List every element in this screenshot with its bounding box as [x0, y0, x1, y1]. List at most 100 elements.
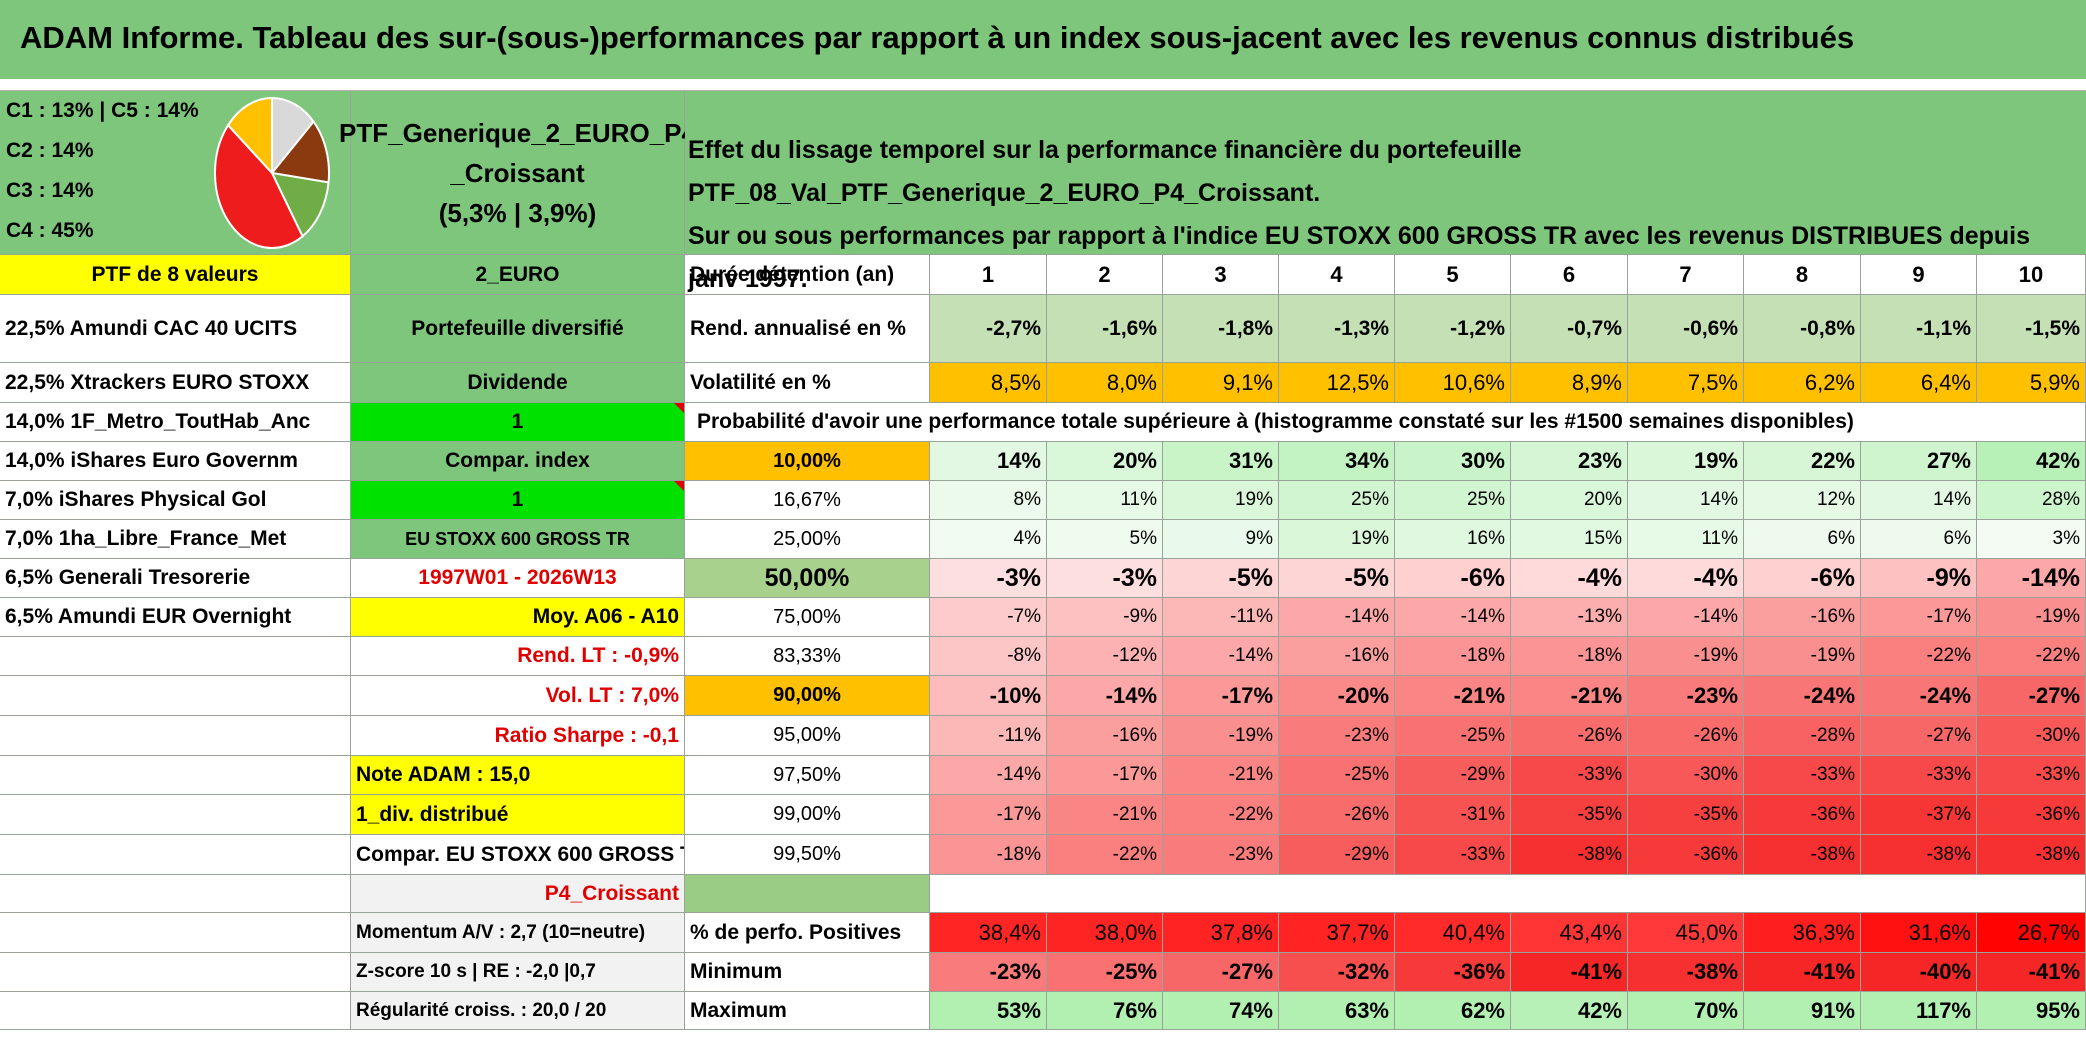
- quantile-value: -30%: [1977, 716, 2086, 756]
- vol-lt-cell: Vol. LT : 7,0%: [351, 676, 685, 716]
- flag-cell-1: 1: [351, 403, 685, 442]
- quantile-value: -13%: [1511, 598, 1628, 637]
- quantile-value: 23%: [1511, 442, 1628, 481]
- vol-value: 5,9%: [1977, 363, 2086, 403]
- holding-4: 14,0% iShares Euro Governm: [0, 442, 351, 481]
- quantile-value: -16%: [1047, 716, 1163, 756]
- quantile-value: -16%: [1744, 598, 1861, 637]
- year-header-8: 8: [1744, 255, 1861, 295]
- quantile-value: 15%: [1511, 520, 1628, 559]
- quantile-value: -21%: [1511, 676, 1628, 716]
- quantile-value: 11%: [1628, 520, 1744, 559]
- quantile-value: -28%: [1744, 716, 1861, 756]
- pie-legend-3: C3 : 14%: [6, 179, 94, 202]
- spacer-row: [0, 79, 2086, 91]
- quantile-value: 5%: [1047, 520, 1163, 559]
- regularite-cell: Régularité croiss. : 20,0 / 20: [351, 992, 685, 1030]
- max-value: 42%: [1511, 992, 1628, 1030]
- quantile-value: -22%: [1861, 637, 1977, 676]
- holding-1: 22,5% Amundi CAC 40 UCITS: [0, 295, 351, 363]
- quantile-value: -5%: [1279, 559, 1395, 598]
- quantile-value: -21%: [1395, 676, 1511, 716]
- quantile-value: 14%: [1861, 481, 1977, 520]
- quantile-value: 11%: [1047, 481, 1163, 520]
- quantile-value: -22%: [1047, 835, 1163, 875]
- quantile-value: -26%: [1279, 795, 1395, 835]
- quantile-value: 34%: [1279, 442, 1395, 481]
- quantile-value: -4%: [1628, 559, 1744, 598]
- empty-cell: [0, 756, 351, 795]
- pos-value: 26,7%: [1977, 913, 2086, 953]
- vol-value: 8,5%: [930, 363, 1047, 403]
- quantile-label: 99,50%: [685, 835, 930, 875]
- max-value: 53%: [930, 992, 1047, 1030]
- rend-value: -1,8%: [1163, 295, 1279, 363]
- quantile-value: -14%: [1163, 637, 1279, 676]
- holding-2: 22,5% Xtrackers EURO STOXX: [0, 363, 351, 403]
- flag-value-2: 1: [511, 488, 524, 511]
- quantile-label: 83,33%: [685, 637, 930, 676]
- quantile-value: -14%: [930, 756, 1047, 795]
- rend-value: -1,6%: [1047, 295, 1163, 363]
- holding-7: 6,5% Generali Tresorerie: [0, 559, 351, 598]
- rend-value: -1,3%: [1279, 295, 1395, 363]
- flag-value-1: 1: [511, 410, 524, 433]
- quantile-value: -12%: [1047, 637, 1163, 676]
- year-header-5: 5: [1395, 255, 1511, 295]
- min-value: -23%: [930, 953, 1047, 992]
- quantile-value: 8%: [930, 481, 1047, 520]
- flag-cell-2: 1: [351, 481, 685, 520]
- empty-cell: [0, 875, 351, 913]
- min-value: -27%: [1163, 953, 1279, 992]
- quantile-value: 14%: [1628, 481, 1744, 520]
- portfolio-name-line3: (5,3% | 3,9%): [438, 197, 597, 228]
- quantile-value: -18%: [1511, 637, 1628, 676]
- quantile-value: -14%: [1047, 676, 1163, 716]
- quantile-value: -21%: [1047, 795, 1163, 835]
- quantile-value: 6%: [1744, 520, 1861, 559]
- quantile-value: 30%: [1395, 442, 1511, 481]
- quantile-value: -33%: [1861, 756, 1977, 795]
- quantile-value: -38%: [1861, 835, 1977, 875]
- quantile-value: -22%: [1163, 795, 1279, 835]
- empty-cell: [0, 835, 351, 875]
- quantile-label: 95,00%: [685, 716, 930, 756]
- quantile-value: 20%: [1511, 481, 1628, 520]
- empty-cell: [0, 716, 351, 756]
- quantile-value: -30%: [1628, 756, 1744, 795]
- pie-slice-c5: [226, 96, 273, 176]
- quantile-label: 16,67%: [685, 481, 930, 520]
- quantile-value: -6%: [1395, 559, 1511, 598]
- rend-label: Rend. annualisé en %: [685, 295, 930, 363]
- empty-band: [930, 875, 2086, 913]
- rend-value: -0,6%: [1628, 295, 1744, 363]
- quantile-label: 10,00%: [685, 442, 930, 481]
- pie-slice-c2: [270, 120, 330, 184]
- quantile-value: -8%: [930, 637, 1047, 676]
- vol-value: 9,1%: [1163, 363, 1279, 403]
- comment-marker-icon: [674, 481, 684, 491]
- quantile-value: -23%: [1279, 716, 1395, 756]
- year-header-9: 9: [1861, 255, 1977, 295]
- quantile-value: -26%: [1511, 716, 1628, 756]
- pos-value: 43,4%: [1511, 913, 1628, 953]
- quantile-value: -19%: [1628, 637, 1744, 676]
- min-label: Minimum: [685, 953, 930, 992]
- min-value: -38%: [1628, 953, 1744, 992]
- pie-legend-2: C2 : 14%: [6, 139, 94, 162]
- rend-value: -1,2%: [1395, 295, 1511, 363]
- quantile-label: 50,00%: [685, 559, 930, 598]
- max-value: 117%: [1861, 992, 1977, 1030]
- description-line1: Effet du lissage temporel sur la perform…: [688, 136, 1522, 207]
- quantile-value: -19%: [1744, 637, 1861, 676]
- quantile-value: -33%: [1395, 835, 1511, 875]
- rend-value: -0,8%: [1744, 295, 1861, 363]
- quantile-value: -18%: [930, 835, 1047, 875]
- holding-6: 7,0% 1ha_Libre_France_Met: [0, 520, 351, 559]
- zscore-cell: Z-score 10 s | RE : -2,0 |0,7: [351, 953, 685, 992]
- quantile-value: -36%: [1977, 795, 2086, 835]
- quantile-value: -37%: [1861, 795, 1977, 835]
- quantile-value: -19%: [1977, 598, 2086, 637]
- quantile-value: 19%: [1628, 442, 1744, 481]
